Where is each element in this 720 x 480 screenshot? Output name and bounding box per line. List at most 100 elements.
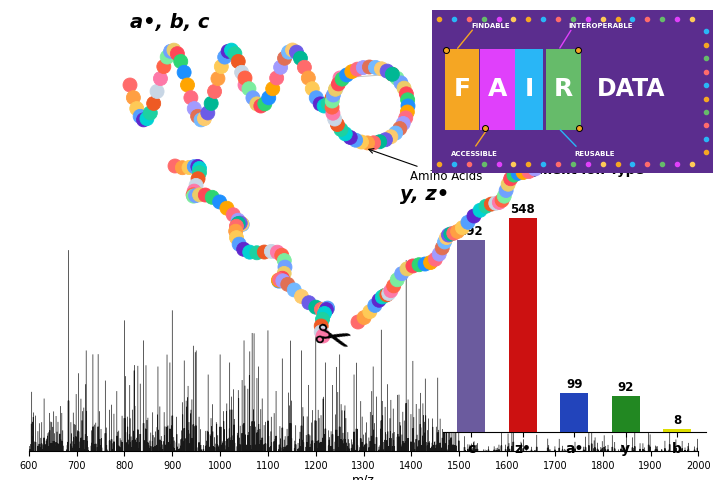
Circle shape (186, 189, 200, 203)
Text: A: A (487, 77, 507, 101)
Circle shape (174, 54, 188, 69)
Text: Fragment Ion Type: Fragment Ion Type (505, 165, 644, 178)
Circle shape (231, 213, 245, 227)
Bar (663, 429, 691, 432)
Circle shape (390, 71, 404, 85)
Circle shape (294, 289, 308, 303)
Circle shape (182, 160, 196, 175)
Circle shape (167, 43, 181, 57)
Circle shape (356, 60, 370, 74)
Bar (457, 240, 485, 432)
Circle shape (340, 68, 354, 82)
Circle shape (384, 130, 398, 144)
Circle shape (271, 274, 286, 288)
Circle shape (485, 197, 498, 211)
Circle shape (277, 266, 291, 280)
Circle shape (313, 97, 327, 111)
Circle shape (207, 84, 222, 98)
Text: FINDABLE: FINDABLE (472, 23, 510, 29)
Text: I: I (524, 77, 534, 101)
Text: 8: 8 (673, 414, 681, 427)
Circle shape (380, 288, 394, 302)
Circle shape (286, 43, 300, 57)
Circle shape (221, 44, 235, 59)
Circle shape (489, 196, 503, 210)
Circle shape (325, 100, 339, 114)
FancyBboxPatch shape (515, 49, 543, 130)
Circle shape (473, 204, 487, 217)
Circle shape (287, 283, 301, 297)
Bar (560, 394, 588, 432)
Circle shape (400, 87, 413, 101)
Text: F: F (454, 77, 471, 101)
Circle shape (177, 65, 191, 79)
Circle shape (225, 43, 238, 57)
Circle shape (361, 136, 374, 150)
Circle shape (393, 121, 407, 135)
Circle shape (499, 183, 513, 197)
Circle shape (282, 45, 295, 59)
Circle shape (451, 225, 464, 239)
Circle shape (354, 135, 369, 149)
Circle shape (382, 287, 396, 300)
Circle shape (390, 273, 404, 287)
Circle shape (250, 246, 264, 260)
Circle shape (147, 96, 161, 110)
Circle shape (389, 126, 402, 140)
Circle shape (187, 184, 201, 198)
Circle shape (140, 112, 154, 126)
Circle shape (232, 237, 246, 251)
Circle shape (325, 91, 339, 105)
Circle shape (237, 242, 251, 256)
Circle shape (399, 111, 413, 125)
Circle shape (281, 277, 294, 291)
FancyBboxPatch shape (546, 49, 580, 130)
Circle shape (315, 312, 330, 326)
Circle shape (447, 226, 461, 240)
Text: R: R (554, 77, 573, 101)
Circle shape (220, 201, 234, 215)
Circle shape (385, 67, 400, 81)
Circle shape (197, 112, 212, 126)
FancyBboxPatch shape (432, 10, 713, 173)
Circle shape (230, 219, 243, 233)
Circle shape (277, 253, 292, 267)
Circle shape (242, 82, 256, 96)
Circle shape (215, 60, 228, 73)
Circle shape (171, 47, 184, 60)
Circle shape (234, 216, 248, 230)
Circle shape (231, 216, 246, 230)
Circle shape (456, 221, 469, 235)
Text: 99: 99 (566, 378, 582, 391)
Circle shape (318, 99, 331, 113)
Circle shape (231, 54, 246, 69)
Circle shape (315, 302, 328, 316)
X-axis label: m/z: m/z (352, 474, 375, 480)
Circle shape (318, 302, 333, 316)
Circle shape (238, 71, 252, 85)
Circle shape (328, 82, 343, 96)
Circle shape (250, 97, 264, 111)
Circle shape (302, 71, 315, 85)
Circle shape (351, 62, 364, 76)
Circle shape (153, 72, 168, 85)
Circle shape (394, 76, 408, 90)
Circle shape (432, 247, 446, 261)
Circle shape (309, 300, 323, 314)
Circle shape (204, 96, 218, 110)
Circle shape (181, 78, 194, 92)
Circle shape (191, 172, 205, 186)
Circle shape (314, 325, 328, 339)
Text: y, z•: y, z• (400, 185, 449, 204)
Circle shape (276, 274, 290, 288)
Circle shape (187, 160, 202, 174)
Circle shape (243, 245, 257, 259)
Circle shape (345, 65, 359, 79)
Circle shape (479, 199, 493, 213)
Circle shape (357, 311, 371, 324)
FancyBboxPatch shape (445, 49, 480, 130)
Text: 492: 492 (459, 225, 483, 238)
Circle shape (289, 45, 303, 59)
Circle shape (372, 293, 386, 307)
Circle shape (271, 245, 284, 259)
